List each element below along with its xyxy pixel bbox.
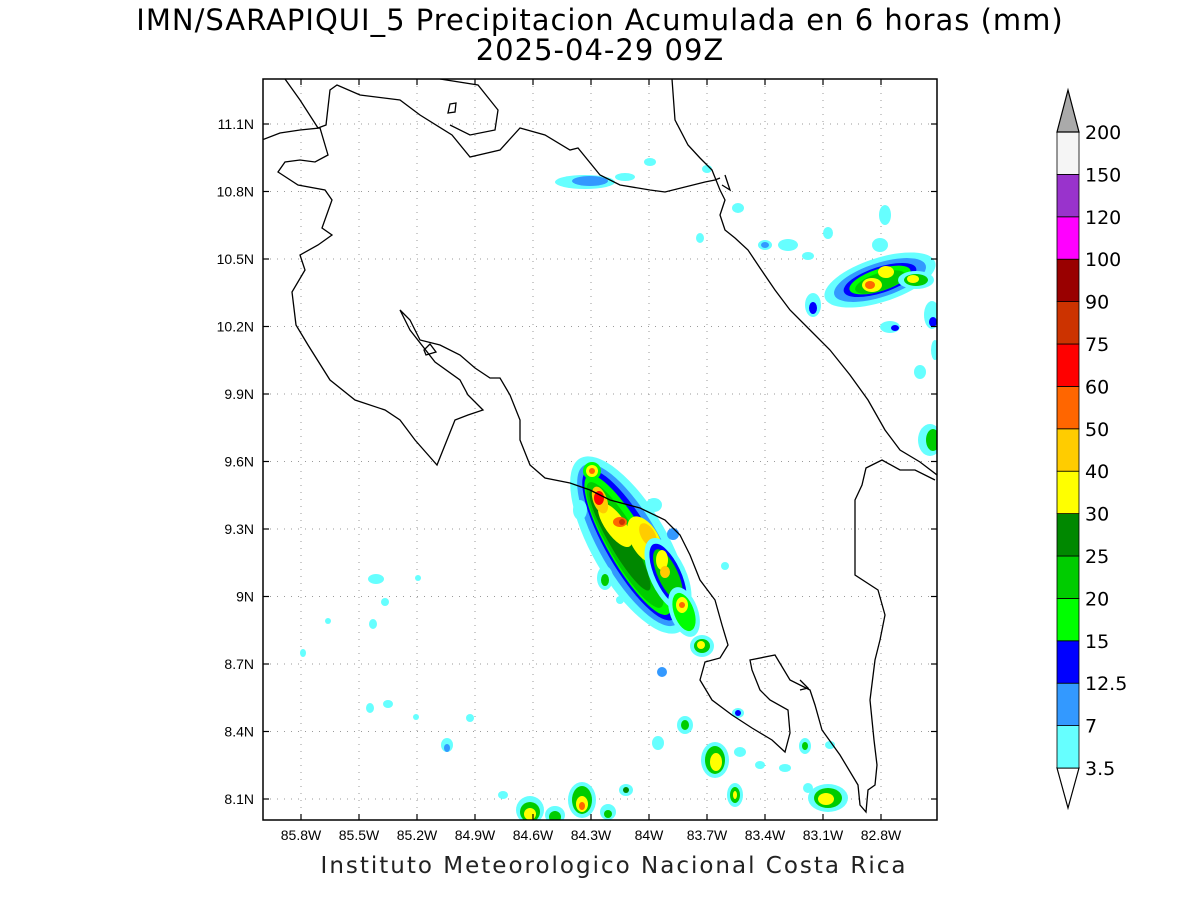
lat-tick-label: 9N — [236, 589, 254, 605]
lon-tick-label: 84.3W — [571, 827, 612, 843]
precip-scattered-west — [300, 574, 474, 752]
colorbar-swatch — [1056, 173, 1080, 218]
colorbar-label: 60 — [1085, 376, 1109, 398]
map-title: IMN/SARAPIQUI_5 Precipitacion Acumulada … — [136, 3, 1064, 37]
precip-band-pacific — [570, 456, 729, 677]
colorbar-swatch — [1056, 470, 1080, 515]
precip-cluster-caribbean — [696, 203, 937, 456]
lat-tick-label: 8.4N — [224, 724, 254, 740]
colorbar-swatch — [1056, 385, 1080, 430]
colorbar-label: 150 — [1085, 164, 1121, 186]
colorbar-swatch — [1056, 301, 1080, 345]
lon-tick-label: 84W — [635, 827, 665, 843]
colorbar-label: 40 — [1085, 461, 1109, 483]
colorbar-label: 3.5 — [1085, 758, 1115, 780]
lat-tick-label: 9.9N — [224, 386, 254, 402]
lat-tick-label: 8.7N — [224, 656, 254, 672]
colorbar-label: 75 — [1085, 334, 1109, 356]
colorbar-swatch — [1056, 428, 1080, 472]
colorbar-arrow-low — [1056, 767, 1080, 811]
lon-tick-label: 82.8W — [861, 827, 902, 843]
colorbar-label: 100 — [1085, 249, 1121, 271]
lon-tick-label: 84.6W — [513, 827, 554, 843]
map-valid-time: 2025-04-29 09Z — [475, 33, 725, 67]
colorbar-label: 50 — [1085, 419, 1109, 441]
colorbar-swatch — [1056, 258, 1080, 303]
colorbar-swatch — [1056, 682, 1080, 727]
latitude-axis: 11.1N 10.8N 10.5N 10.2N 9.9N 9.6N 9.3N 9N 8.7N 8.… — [217, 116, 937, 807]
longitude-axis: 85.8W 85.5W 85.2W 84.9W 84.6W 84.3W 84W 83.7W 83… — [281, 79, 902, 843]
colorbar-label: 200 — [1085, 122, 1121, 144]
colorbar-label: 30 — [1085, 504, 1109, 526]
lat-tick-label: 10.5N — [217, 251, 254, 267]
lat-tick-label: 11.1N — [218, 116, 254, 132]
lon-tick-label: 85.5W — [339, 827, 380, 843]
map-frame — [262, 78, 938, 821]
precip-cluster-south — [498, 708, 848, 820]
colorbar: 3.5 7 12.5 15 20 25 30 40 50 60 75 90 100 120 150 200 — [1056, 87, 1127, 811]
lat-tick-label: 9.3N — [224, 521, 254, 537]
colorbar-swatch — [1056, 513, 1080, 557]
lon-tick-label: 84.9W — [455, 827, 496, 843]
graticule — [263, 79, 937, 820]
lat-tick-label: 10.8N — [217, 184, 254, 200]
colorbar-arrow-high — [1056, 87, 1080, 133]
lon-tick-label: 83.7W — [687, 827, 728, 843]
colorbar-swatch — [1056, 131, 1080, 175]
colorbar-label: 15 — [1085, 631, 1109, 653]
lat-tick-label: 10.2N — [217, 319, 254, 335]
colorbar-swatch — [1056, 555, 1080, 599]
colorbar-label: 120 — [1085, 207, 1121, 229]
colorbar-swatch — [1056, 598, 1080, 642]
colorbar-label: 25 — [1085, 546, 1109, 568]
colorbar-swatch — [1056, 640, 1080, 684]
colorbar-swatch — [1056, 725, 1080, 769]
credit-text: Instituto Meteorologico Nacional Costa R… — [320, 853, 908, 879]
precip-band-north — [555, 158, 712, 189]
lat-tick-label: 8.1N — [224, 791, 254, 807]
colorbar-label: 7 — [1085, 716, 1097, 738]
lon-tick-label: 83.4W — [745, 827, 786, 843]
colorbar-swatch — [1056, 216, 1080, 260]
lon-tick-label: 85.2W — [397, 827, 438, 843]
colorbar-label: 12.5 — [1085, 673, 1127, 695]
colorbar-label: 20 — [1085, 588, 1109, 610]
colorbar-swatch — [1056, 343, 1080, 387]
lon-tick-label: 83.1W — [803, 827, 844, 843]
lon-tick-label: 85.8W — [281, 827, 322, 843]
colorbar-label: 90 — [1085, 292, 1109, 314]
precipitation-field — [300, 158, 937, 820]
coastlines — [263, 79, 937, 814]
lat-tick-label: 9.6N — [224, 454, 254, 470]
